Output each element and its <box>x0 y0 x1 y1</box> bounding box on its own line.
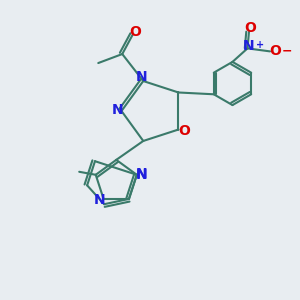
Text: N: N <box>112 103 124 116</box>
Text: O: O <box>244 21 256 35</box>
Text: N: N <box>136 168 147 182</box>
Text: O: O <box>178 124 190 138</box>
Text: N: N <box>93 194 105 207</box>
Text: N: N <box>243 39 255 53</box>
Text: O: O <box>129 25 141 38</box>
Text: −: − <box>281 45 292 58</box>
Text: N: N <box>136 70 148 83</box>
Text: O: O <box>269 44 281 58</box>
Text: +: + <box>256 40 264 50</box>
Text: N: N <box>136 167 147 181</box>
